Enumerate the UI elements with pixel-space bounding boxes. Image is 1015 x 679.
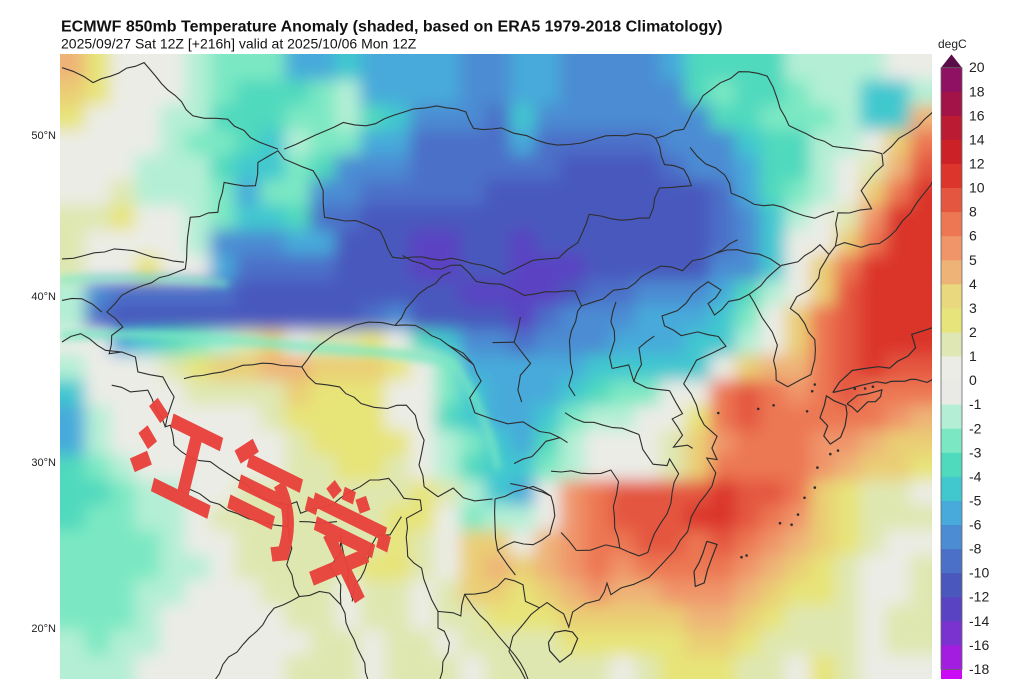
svg-text:16: 16 bbox=[969, 107, 985, 123]
svg-text:0: 0 bbox=[969, 372, 977, 388]
svg-text:40°N: 40°N bbox=[31, 291, 56, 303]
svg-text:2025/09/27 Sat 12Z [+216h] val: 2025/09/27 Sat 12Z [+216h] valid at 2025… bbox=[61, 36, 417, 52]
svg-text:-14: -14 bbox=[969, 613, 989, 629]
svg-text:-4: -4 bbox=[969, 468, 982, 484]
svg-text:-10: -10 bbox=[969, 565, 989, 581]
svg-text:14: 14 bbox=[969, 131, 985, 147]
svg-text:-8: -8 bbox=[969, 541, 982, 557]
svg-text:18: 18 bbox=[969, 83, 985, 99]
svg-text:6: 6 bbox=[969, 228, 977, 244]
svg-text:4: 4 bbox=[969, 276, 977, 292]
svg-text:-1: -1 bbox=[969, 396, 982, 412]
svg-text:ECMWF 850mb Temperature Anomal: ECMWF 850mb Temperature Anomaly (shaded,… bbox=[61, 19, 723, 36]
svg-text:12: 12 bbox=[969, 155, 985, 171]
svg-text:-2: -2 bbox=[969, 420, 982, 436]
svg-text:-6: -6 bbox=[969, 517, 982, 533]
svg-text:10: 10 bbox=[969, 180, 985, 196]
svg-text:30°N: 30°N bbox=[31, 457, 56, 469]
svg-text:-5: -5 bbox=[969, 492, 982, 508]
svg-text:-18: -18 bbox=[969, 661, 989, 677]
svg-text:50°N: 50°N bbox=[31, 130, 56, 142]
svg-text:2: 2 bbox=[969, 324, 977, 340]
svg-text:1: 1 bbox=[969, 348, 977, 364]
svg-text:5: 5 bbox=[969, 252, 977, 268]
svg-text:-16: -16 bbox=[969, 637, 989, 653]
svg-text:8: 8 bbox=[969, 204, 977, 220]
svg-text:20°N: 20°N bbox=[31, 623, 56, 635]
svg-text:-3: -3 bbox=[969, 444, 982, 460]
svg-text:3: 3 bbox=[969, 300, 977, 316]
svg-text:degC: degC bbox=[938, 37, 967, 51]
svg-text:20: 20 bbox=[969, 59, 985, 75]
svg-text:-12: -12 bbox=[969, 589, 989, 605]
